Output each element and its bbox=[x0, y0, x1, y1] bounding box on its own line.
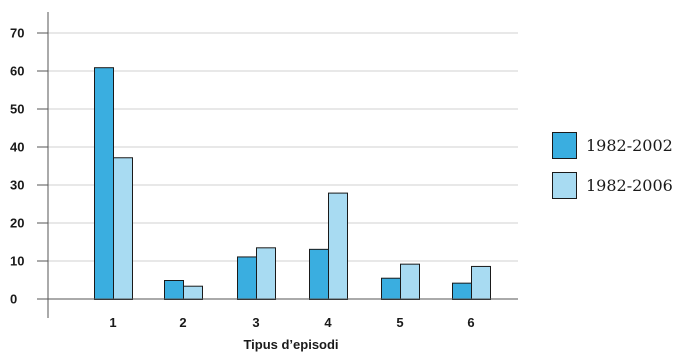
x-tick-label: 3 bbox=[252, 315, 259, 330]
x-axis-title: Tipus d’episodi bbox=[243, 337, 338, 352]
x-tick-label: 6 bbox=[467, 315, 474, 330]
y-tick-label: 10 bbox=[10, 254, 24, 269]
bar-5-1982-2002 bbox=[381, 277, 401, 301]
legend-label: 1982-2002 bbox=[586, 136, 673, 155]
bar-3-1982-2006 bbox=[256, 247, 276, 301]
x-tick-label: 1 bbox=[109, 315, 116, 330]
legend-swatch bbox=[552, 132, 577, 159]
bar-2-1982-2006 bbox=[183, 285, 203, 301]
bar-6-1982-2002 bbox=[452, 282, 472, 301]
bar-4-1982-2002 bbox=[309, 248, 329, 300]
legend-swatch bbox=[552, 172, 577, 199]
bar-6-1982-2006 bbox=[471, 265, 491, 301]
legend-label: 1982-2006 bbox=[586, 176, 673, 195]
y-tick-label: 30 bbox=[10, 178, 24, 193]
y-tick-label: 70 bbox=[10, 26, 24, 41]
x-tick-label: 4 bbox=[324, 315, 332, 330]
bar-4-1982-2006 bbox=[328, 192, 348, 301]
bar-1-1982-2006 bbox=[113, 157, 133, 300]
bars bbox=[94, 67, 491, 301]
bar-2-1982-2002 bbox=[164, 280, 184, 300]
y-tick-label: 60 bbox=[10, 64, 24, 79]
y-tick-label: 20 bbox=[10, 216, 24, 231]
legend: 1982-2002 1982-2006 bbox=[552, 132, 673, 199]
bar-1-1982-2002 bbox=[94, 67, 114, 300]
y-tick-label: 0 bbox=[10, 292, 17, 307]
x-tick-label: 5 bbox=[396, 315, 403, 330]
y-tick-label: 40 bbox=[10, 140, 24, 155]
bar-3-1982-2002 bbox=[237, 256, 257, 301]
x-tick-label: 2 bbox=[179, 315, 186, 330]
y-tick-label: 50 bbox=[10, 102, 24, 117]
y-axis-ticks: 0 10 20 30 40 50 60 70 bbox=[10, 26, 48, 307]
x-axis-ticks: 1 2 3 4 5 6 bbox=[109, 315, 474, 330]
bar-5-1982-2006 bbox=[400, 263, 420, 301]
